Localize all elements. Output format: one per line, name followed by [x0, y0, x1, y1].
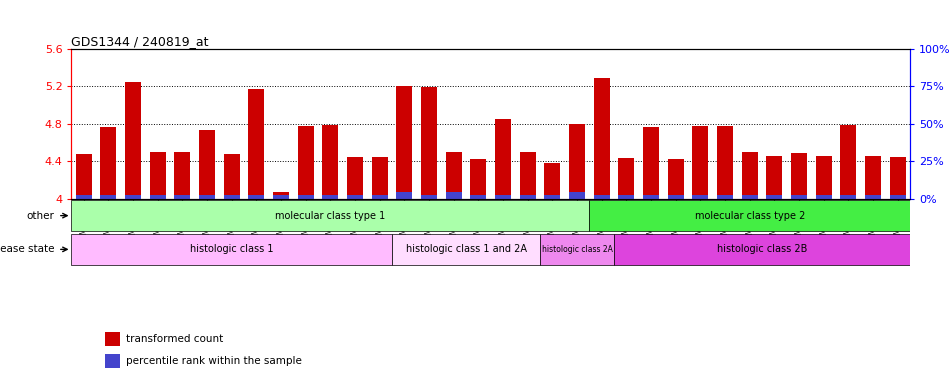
Bar [248, 195, 265, 199]
Bar [100, 128, 116, 199]
Bar [618, 195, 634, 199]
Bar [840, 195, 856, 199]
Bar [815, 156, 831, 199]
Bar [544, 195, 560, 199]
Bar [149, 195, 166, 199]
Bar [421, 195, 437, 199]
Text: disease state: disease state [0, 244, 54, 254]
Bar [76, 195, 91, 199]
Text: other: other [27, 211, 54, 220]
Bar [643, 127, 659, 199]
Bar [692, 126, 707, 199]
Bar [540, 234, 613, 265]
Bar [199, 195, 215, 199]
Bar [174, 195, 190, 199]
Bar [224, 154, 240, 199]
Bar [125, 82, 141, 199]
Bar [568, 192, 585, 199]
Bar [692, 195, 707, 199]
Bar [76, 154, 91, 199]
Bar [790, 195, 806, 199]
Text: histologic class 1 and 2A: histologic class 1 and 2A [406, 244, 526, 254]
Bar [765, 195, 782, 199]
Bar [716, 126, 732, 199]
Bar [840, 124, 856, 199]
Text: histologic class 1: histologic class 1 [189, 244, 273, 254]
Bar [470, 159, 486, 199]
Text: molecular class type 2: molecular class type 2 [694, 211, 804, 220]
Bar [248, 89, 265, 199]
Text: histologic class 2A: histologic class 2A [541, 245, 612, 254]
Bar [618, 158, 634, 199]
Bar [371, 195, 387, 199]
Bar [568, 124, 585, 199]
Bar [519, 152, 535, 199]
Bar [741, 195, 757, 199]
Text: GDS1344 / 240819_at: GDS1344 / 240819_at [71, 34, 208, 48]
Bar [71, 200, 589, 231]
Bar [667, 159, 684, 199]
Bar [446, 152, 462, 199]
Text: transformed count: transformed count [126, 334, 223, 344]
Bar [643, 195, 659, 199]
Bar [224, 195, 240, 199]
Bar [589, 200, 909, 231]
Bar [790, 153, 806, 199]
Text: histologic class 2B: histologic class 2B [716, 244, 806, 254]
Bar [199, 130, 215, 199]
Bar [273, 195, 288, 199]
Bar [593, 78, 609, 199]
Bar [519, 195, 535, 199]
Bar [741, 152, 757, 199]
Bar [470, 195, 486, 199]
Bar [71, 234, 391, 265]
Text: molecular class type 1: molecular class type 1 [275, 211, 386, 220]
Bar [391, 234, 540, 265]
Text: percentile rank within the sample: percentile rank within the sample [126, 356, 302, 366]
Bar [495, 195, 510, 199]
Bar [815, 195, 831, 199]
Bar [297, 195, 313, 199]
Bar [495, 119, 510, 199]
Bar [864, 156, 881, 199]
Bar [100, 195, 116, 199]
Bar [765, 156, 782, 199]
Bar [716, 195, 732, 199]
Bar [864, 195, 881, 199]
Bar [889, 158, 904, 199]
Bar [125, 195, 141, 199]
Bar [371, 158, 387, 199]
Bar [273, 192, 288, 199]
Bar [322, 124, 338, 199]
Bar [174, 152, 190, 199]
Bar [149, 152, 166, 199]
Bar [347, 195, 363, 199]
Bar [396, 192, 412, 199]
Bar [421, 87, 437, 199]
Bar [667, 195, 684, 199]
Bar [322, 195, 338, 199]
Bar [613, 234, 909, 265]
Bar [593, 195, 609, 199]
Bar [889, 195, 904, 199]
Bar [544, 163, 560, 199]
Bar [105, 332, 120, 346]
Bar [347, 158, 363, 199]
Bar [105, 354, 120, 368]
Bar [446, 192, 462, 199]
Bar [396, 86, 412, 199]
Bar [297, 126, 313, 199]
